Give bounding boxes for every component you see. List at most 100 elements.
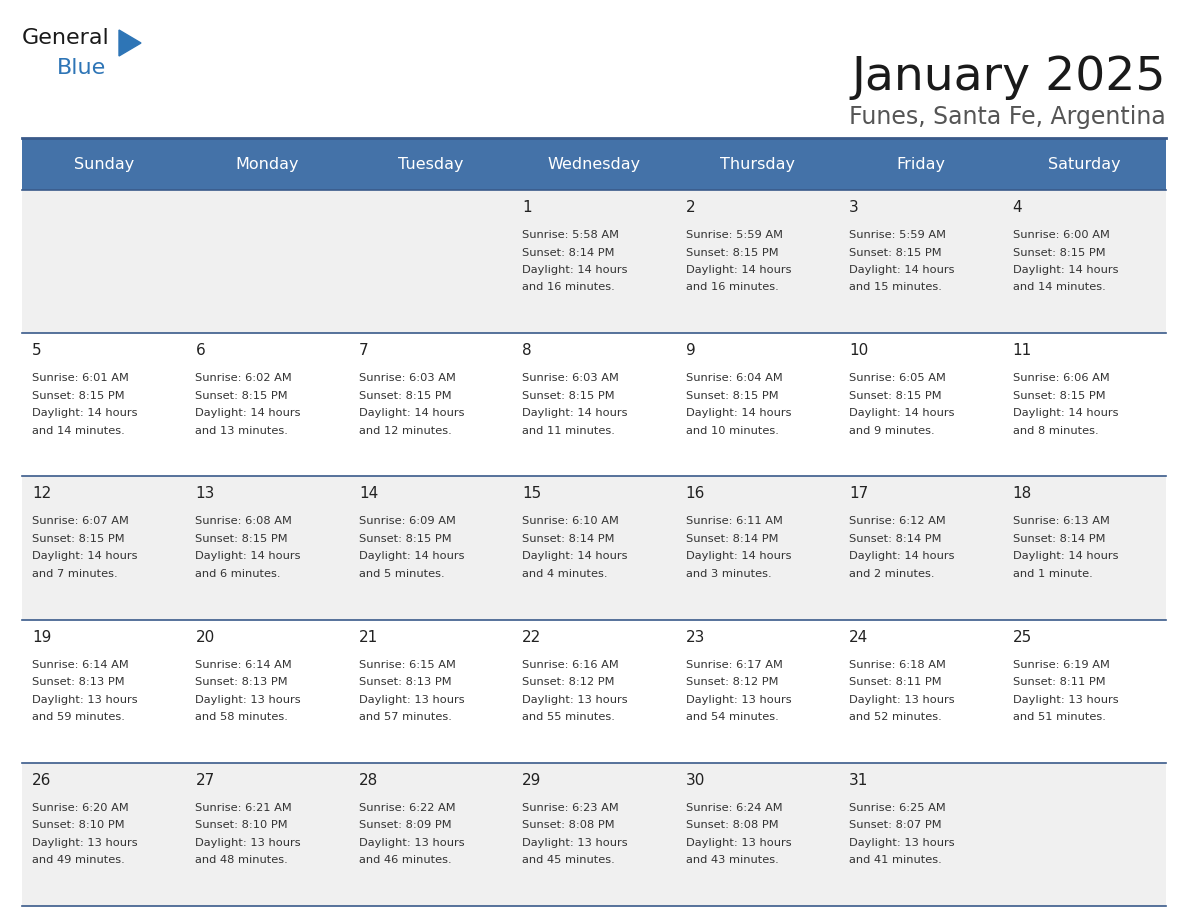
Text: Sunrise: 6:06 AM: Sunrise: 6:06 AM: [1012, 374, 1110, 383]
Text: and 12 minutes.: and 12 minutes.: [359, 426, 451, 436]
Bar: [23, 138, 1165, 190]
Text: Sunset: 8:15 PM: Sunset: 8:15 PM: [196, 391, 287, 400]
Text: 14: 14: [359, 487, 378, 501]
Text: Sunrise: 6:17 AM: Sunrise: 6:17 AM: [685, 660, 783, 669]
Text: Daylight: 13 hours: Daylight: 13 hours: [523, 695, 628, 705]
Text: and 14 minutes.: and 14 minutes.: [32, 426, 125, 436]
Text: 29: 29: [523, 773, 542, 788]
Text: and 45 minutes.: and 45 minutes.: [523, 856, 615, 866]
Text: Sunset: 8:15 PM: Sunset: 8:15 PM: [685, 248, 778, 258]
Text: Daylight: 13 hours: Daylight: 13 hours: [196, 838, 301, 848]
Text: Wednesday: Wednesday: [548, 156, 640, 172]
Text: Sunday: Sunday: [74, 156, 134, 172]
Text: Sunrise: 6:10 AM: Sunrise: 6:10 AM: [523, 517, 619, 526]
Text: 4: 4: [1012, 200, 1022, 215]
Text: Sunset: 8:11 PM: Sunset: 8:11 PM: [1012, 677, 1105, 687]
Text: Monday: Monday: [235, 156, 299, 172]
Text: 15: 15: [523, 487, 542, 501]
Text: Sunrise: 6:01 AM: Sunrise: 6:01 AM: [32, 374, 128, 383]
Text: and 3 minutes.: and 3 minutes.: [685, 569, 771, 579]
Text: 17: 17: [849, 487, 868, 501]
Text: and 46 minutes.: and 46 minutes.: [359, 856, 451, 866]
Text: and 49 minutes.: and 49 minutes.: [32, 856, 125, 866]
Text: Daylight: 13 hours: Daylight: 13 hours: [359, 695, 465, 705]
Text: Sunset: 8:14 PM: Sunset: 8:14 PM: [685, 534, 778, 543]
Text: Sunrise: 6:18 AM: Sunrise: 6:18 AM: [849, 660, 946, 669]
Text: and 51 minutes.: and 51 minutes.: [1012, 712, 1106, 722]
Text: Daylight: 14 hours: Daylight: 14 hours: [685, 265, 791, 275]
Text: Daylight: 13 hours: Daylight: 13 hours: [1012, 695, 1118, 705]
Text: Sunrise: 6:15 AM: Sunrise: 6:15 AM: [359, 660, 456, 669]
Text: 30: 30: [685, 773, 706, 788]
Text: Daylight: 14 hours: Daylight: 14 hours: [523, 409, 627, 419]
Text: 8: 8: [523, 343, 532, 358]
Text: and 6 minutes.: and 6 minutes.: [196, 569, 280, 579]
Text: Daylight: 13 hours: Daylight: 13 hours: [359, 838, 465, 848]
Text: Sunrise: 6:04 AM: Sunrise: 6:04 AM: [685, 374, 783, 383]
Text: Sunrise: 6:03 AM: Sunrise: 6:03 AM: [359, 374, 456, 383]
Text: 3: 3: [849, 200, 859, 215]
Text: Sunset: 8:14 PM: Sunset: 8:14 PM: [523, 534, 614, 543]
Text: Sunset: 8:15 PM: Sunset: 8:15 PM: [32, 534, 125, 543]
Text: Sunset: 8:13 PM: Sunset: 8:13 PM: [32, 677, 125, 687]
Text: Tuesday: Tuesday: [398, 156, 463, 172]
Text: Sunrise: 5:59 AM: Sunrise: 5:59 AM: [849, 230, 946, 240]
Text: 10: 10: [849, 343, 868, 358]
Text: and 1 minute.: and 1 minute.: [1012, 569, 1092, 579]
Text: Sunrise: 5:59 AM: Sunrise: 5:59 AM: [685, 230, 783, 240]
Text: and 41 minutes.: and 41 minutes.: [849, 856, 942, 866]
Text: Daylight: 14 hours: Daylight: 14 hours: [849, 265, 955, 275]
Text: Daylight: 14 hours: Daylight: 14 hours: [32, 552, 138, 562]
Bar: [23, 620, 1165, 763]
Text: Daylight: 14 hours: Daylight: 14 hours: [523, 552, 627, 562]
Bar: [23, 190, 1165, 333]
Text: Sunset: 8:14 PM: Sunset: 8:14 PM: [523, 248, 614, 258]
Text: Sunset: 8:10 PM: Sunset: 8:10 PM: [32, 821, 125, 830]
Text: and 8 minutes.: and 8 minutes.: [1012, 426, 1098, 436]
Text: Sunset: 8:15 PM: Sunset: 8:15 PM: [849, 391, 942, 400]
Text: Sunset: 8:15 PM: Sunset: 8:15 PM: [32, 391, 125, 400]
Text: and 52 minutes.: and 52 minutes.: [849, 712, 942, 722]
Text: Sunrise: 6:08 AM: Sunrise: 6:08 AM: [196, 517, 292, 526]
Text: and 10 minutes.: and 10 minutes.: [685, 426, 778, 436]
Text: Sunrise: 5:58 AM: Sunrise: 5:58 AM: [523, 230, 619, 240]
Text: 31: 31: [849, 773, 868, 788]
Text: 9: 9: [685, 343, 695, 358]
Text: and 15 minutes.: and 15 minutes.: [849, 283, 942, 293]
Text: and 59 minutes.: and 59 minutes.: [32, 712, 125, 722]
Text: 5: 5: [32, 343, 42, 358]
Polygon shape: [119, 30, 141, 56]
Text: Blue: Blue: [57, 58, 106, 78]
Text: Sunset: 8:12 PM: Sunset: 8:12 PM: [523, 677, 614, 687]
Text: Sunset: 8:11 PM: Sunset: 8:11 PM: [849, 677, 942, 687]
Text: Sunset: 8:15 PM: Sunset: 8:15 PM: [523, 391, 615, 400]
Text: Sunset: 8:15 PM: Sunset: 8:15 PM: [359, 534, 451, 543]
Text: Daylight: 14 hours: Daylight: 14 hours: [849, 409, 955, 419]
Text: Sunset: 8:09 PM: Sunset: 8:09 PM: [359, 821, 451, 830]
Text: Sunrise: 6:03 AM: Sunrise: 6:03 AM: [523, 374, 619, 383]
Text: 11: 11: [1012, 343, 1032, 358]
Bar: [23, 476, 1165, 620]
Text: Sunrise: 6:02 AM: Sunrise: 6:02 AM: [196, 374, 292, 383]
Text: Sunrise: 6:05 AM: Sunrise: 6:05 AM: [849, 374, 946, 383]
Text: 24: 24: [849, 630, 868, 644]
Text: Daylight: 13 hours: Daylight: 13 hours: [849, 695, 955, 705]
Text: Sunset: 8:07 PM: Sunset: 8:07 PM: [849, 821, 942, 830]
Text: Sunset: 8:12 PM: Sunset: 8:12 PM: [685, 677, 778, 687]
Text: Sunrise: 6:09 AM: Sunrise: 6:09 AM: [359, 517, 456, 526]
Text: Sunrise: 6:11 AM: Sunrise: 6:11 AM: [685, 517, 783, 526]
Text: 16: 16: [685, 487, 706, 501]
Bar: [23, 333, 1165, 476]
Text: Sunrise: 6:20 AM: Sunrise: 6:20 AM: [32, 803, 128, 812]
Text: and 5 minutes.: and 5 minutes.: [359, 569, 444, 579]
Text: 20: 20: [196, 630, 215, 644]
Text: Daylight: 14 hours: Daylight: 14 hours: [359, 409, 465, 419]
Text: Sunrise: 6:07 AM: Sunrise: 6:07 AM: [32, 517, 128, 526]
Text: and 7 minutes.: and 7 minutes.: [32, 569, 118, 579]
Text: 26: 26: [32, 773, 51, 788]
Text: Sunrise: 6:21 AM: Sunrise: 6:21 AM: [196, 803, 292, 812]
Text: Sunrise: 6:14 AM: Sunrise: 6:14 AM: [32, 660, 128, 669]
Text: 22: 22: [523, 630, 542, 644]
Text: Saturday: Saturday: [1048, 156, 1120, 172]
Text: January 2025: January 2025: [852, 55, 1165, 100]
